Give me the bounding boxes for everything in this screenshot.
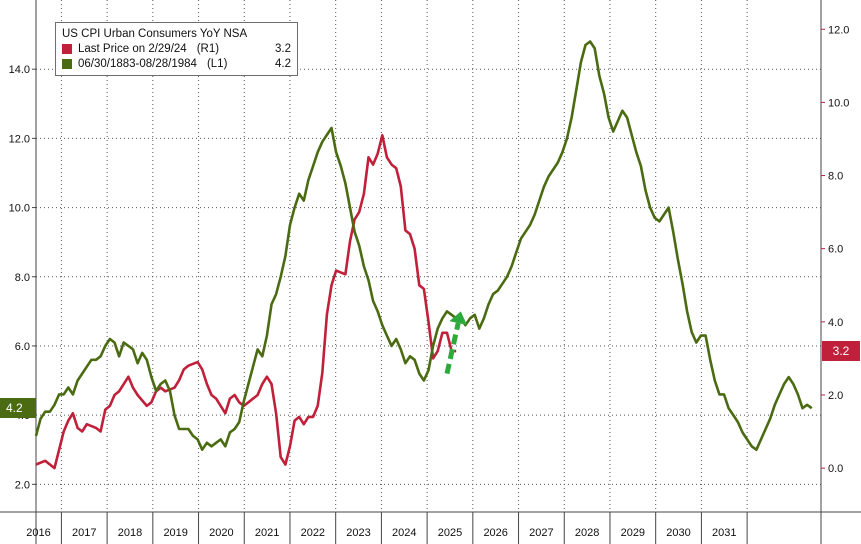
right-tick-label: 12.0 <box>828 24 849 36</box>
legend-item-l1: 06/30/1883-08/28/1984 (L1) 4.2 <box>62 56 291 71</box>
x-tick-label: 2023 <box>346 527 370 539</box>
legend-title: US CPI Urban Consumers YoY NSA <box>62 26 291 41</box>
series-line-l1 <box>34 40 813 451</box>
x-tick-label: 2019 <box>163 527 187 539</box>
x-tick-label: 2024 <box>392 527 416 539</box>
left-tick-label: 14.0 <box>9 64 30 76</box>
right-tick-label: 10.0 <box>828 97 849 109</box>
legend-title-text: US CPI Urban Consumers YoY NSA <box>62 27 248 40</box>
series-line-r1 <box>35 134 457 470</box>
right-tick-label: 8.0 <box>828 171 843 183</box>
left-tick-label: 2.0 <box>15 479 30 491</box>
annotations <box>444 311 467 375</box>
x-tick-label: 2029 <box>621 527 645 539</box>
right-tick-label: 4.0 <box>828 317 843 329</box>
left-tick-label: 6.0 <box>15 341 30 353</box>
left-tick-label: 10.0 <box>9 203 30 215</box>
x-tick-label: 2028 <box>575 527 599 539</box>
trend-arrow-head <box>449 311 467 325</box>
x-tick-label: 2020 <box>209 527 233 539</box>
x-tick-label: 2018 <box>118 527 142 539</box>
x-tick-label: 2016 <box>26 527 50 539</box>
gridlines <box>36 0 821 512</box>
legend-item-r1: Last Price on 2/29/24 (R1) 3.2 <box>62 41 291 56</box>
right-last-value-text: 3.2 <box>832 344 850 359</box>
x-tick-label: 2022 <box>301 527 325 539</box>
right-last-value-tag: 3.2 <box>822 341 860 362</box>
trend-arrow-shaft <box>444 322 461 375</box>
legend-swatch-r1 <box>62 43 72 54</box>
legend-label-r1: Last Price on 2/29/24 <box>78 42 187 55</box>
left-last-value-text: 4.2 <box>6 401 23 416</box>
right-tick-label: 2.0 <box>828 390 843 402</box>
left-last-value-tag: 4.2 <box>0 398 36 419</box>
legend-tag-l1: (L1) <box>206 57 228 70</box>
legend-tag-r1: (R1) <box>196 42 220 55</box>
x-tick-label: 2017 <box>72 527 96 539</box>
x-tick-label: 2021 <box>255 527 279 539</box>
legend-value-l1: 4.2 <box>275 57 291 70</box>
legend-label-l1: 06/30/1883-08/28/1984 <box>78 57 197 70</box>
legend: US CPI Urban Consumers YoY NSA Last Pric… <box>55 22 298 76</box>
x-tick-label: 2031 <box>712 527 736 539</box>
series-lines <box>34 40 813 470</box>
legend-value-r1: 3.2 <box>275 42 291 55</box>
x-tick-label: 2030 <box>666 527 690 539</box>
left-tick-label: 8.0 <box>15 272 30 284</box>
x-tick-label: 2026 <box>483 527 507 539</box>
right-tick-label: 6.0 <box>828 244 843 256</box>
left-tick-label: 12.0 <box>9 133 30 145</box>
legend-swatch-l1 <box>62 58 72 69</box>
x-tick-label: 2027 <box>529 527 553 539</box>
x-tick-label: 2025 <box>438 527 462 539</box>
right-tick-label: 0.0 <box>828 463 843 475</box>
